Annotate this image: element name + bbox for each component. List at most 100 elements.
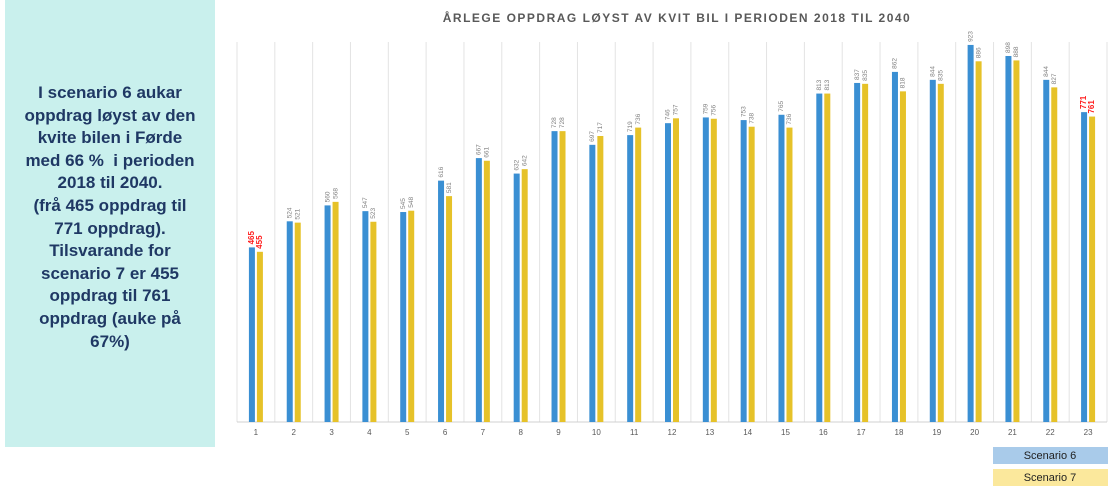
bar <box>362 211 369 422</box>
annotation-line: oppdrag til 761 <box>49 286 171 306</box>
x-tick-label: 9 <box>556 428 561 437</box>
value-label: 717 <box>597 122 604 133</box>
x-tick-label: 13 <box>705 428 714 437</box>
value-label: 888 <box>1013 46 1020 57</box>
bar <box>324 205 331 422</box>
annotation-line: Tilsvarande for <box>49 241 171 261</box>
bar <box>673 118 679 423</box>
annotation-line: kvite bilen i Førde <box>37 128 183 148</box>
x-tick-label: 8 <box>518 428 523 437</box>
value-label: 818 <box>900 77 907 88</box>
bar <box>475 158 482 422</box>
bar <box>627 135 634 423</box>
value-label: 844 <box>930 66 937 77</box>
value-label: 548 <box>408 196 415 207</box>
value-label: 465 <box>247 230 256 244</box>
value-label: 753 <box>740 106 747 117</box>
bar <box>665 123 671 422</box>
bar <box>635 127 642 423</box>
value-label: 835 <box>862 70 869 81</box>
value-label: 545 <box>400 198 407 209</box>
bar <box>1013 60 1020 422</box>
bar <box>1043 79 1050 423</box>
x-tick-label: 2 <box>292 428 297 437</box>
x-tick-label: 6 <box>443 428 448 437</box>
x-tick-label: 4 <box>367 428 372 437</box>
value-label: 844 <box>1043 66 1050 77</box>
bar <box>710 118 717 422</box>
value-label: 736 <box>635 113 642 124</box>
x-tick-label: 1 <box>254 428 259 437</box>
value-label: 837 <box>854 69 861 80</box>
annotation-line: oppdrag løyst av den <box>24 105 196 125</box>
value-label: 661 <box>484 147 491 158</box>
value-label: 771 <box>1079 95 1088 109</box>
chart-title: ÅRLEGE OPPDRAG LØYST AV KVIT BIL I PERIO… <box>443 10 911 25</box>
bar <box>521 169 528 422</box>
annotation-line: (frå 465 oppdrag til <box>33 195 187 215</box>
bar <box>597 135 604 423</box>
legend-swatch <box>993 447 1108 464</box>
bar <box>589 144 596 422</box>
value-label: 697 <box>589 131 596 142</box>
value-label: 835 <box>938 70 945 81</box>
x-tick-label: 11 <box>630 428 639 437</box>
x-tick-label: 23 <box>1084 428 1093 437</box>
bar <box>854 82 861 422</box>
value-label: 736 <box>786 113 793 124</box>
legend-label: Scenario 7 <box>1024 472 1077 484</box>
x-tick-label: 22 <box>1046 428 1055 437</box>
annotation-line: 2018 til 2040. <box>57 173 163 193</box>
value-label: 581 <box>446 182 453 193</box>
bar <box>559 131 566 422</box>
value-label: 524 <box>286 207 293 218</box>
value-label: 568 <box>332 188 339 199</box>
bar <box>332 201 339 422</box>
x-tick-label: 10 <box>592 428 601 437</box>
x-tick-label: 14 <box>743 428 752 437</box>
bar <box>1081 112 1088 423</box>
bar <box>286 221 293 422</box>
annotation-line: I scenario 6 aukar <box>38 83 182 102</box>
value-label: 761 <box>1087 100 1096 114</box>
value-label: 728 <box>559 117 566 128</box>
bar <box>740 120 747 423</box>
value-label: 813 <box>816 79 823 90</box>
bar <box>824 93 831 422</box>
bar <box>891 71 898 423</box>
value-label: 765 <box>778 101 785 112</box>
value-label: 523 <box>370 208 377 219</box>
value-label: 746 <box>665 109 672 120</box>
value-label: 756 <box>711 105 718 116</box>
bar <box>438 180 445 422</box>
bar <box>248 247 255 422</box>
bar <box>862 83 869 422</box>
value-label: 616 <box>438 166 445 177</box>
bar <box>778 114 785 422</box>
bar <box>408 210 415 422</box>
value-label: 455 <box>255 235 264 249</box>
bar <box>899 91 906 422</box>
bar <box>929 79 936 423</box>
x-tick-label: 15 <box>781 428 790 437</box>
annotation-line: oppdrag (auke på <box>39 308 181 328</box>
value-label: 738 <box>748 112 755 123</box>
value-label: 521 <box>294 208 301 219</box>
bar <box>294 222 301 422</box>
x-tick-label: 20 <box>970 428 979 437</box>
value-label: 827 <box>1051 73 1058 84</box>
x-tick-label: 7 <box>481 428 486 437</box>
x-tick-label: 21 <box>1008 428 1017 437</box>
value-label: 759 <box>703 103 710 114</box>
legend-label: Scenario 6 <box>1024 450 1077 462</box>
bar <box>483 160 490 422</box>
value-label: 632 <box>513 159 520 170</box>
annotation-line: 67%) <box>90 331 130 351</box>
bar <box>513 173 520 422</box>
bar <box>370 221 377 422</box>
x-tick-label: 5 <box>405 428 410 437</box>
value-label: 886 <box>975 47 982 58</box>
annotation-box: I scenario 6 aukar oppdrag løyst av den kv… <box>5 0 215 447</box>
value-label: 560 <box>324 191 331 202</box>
